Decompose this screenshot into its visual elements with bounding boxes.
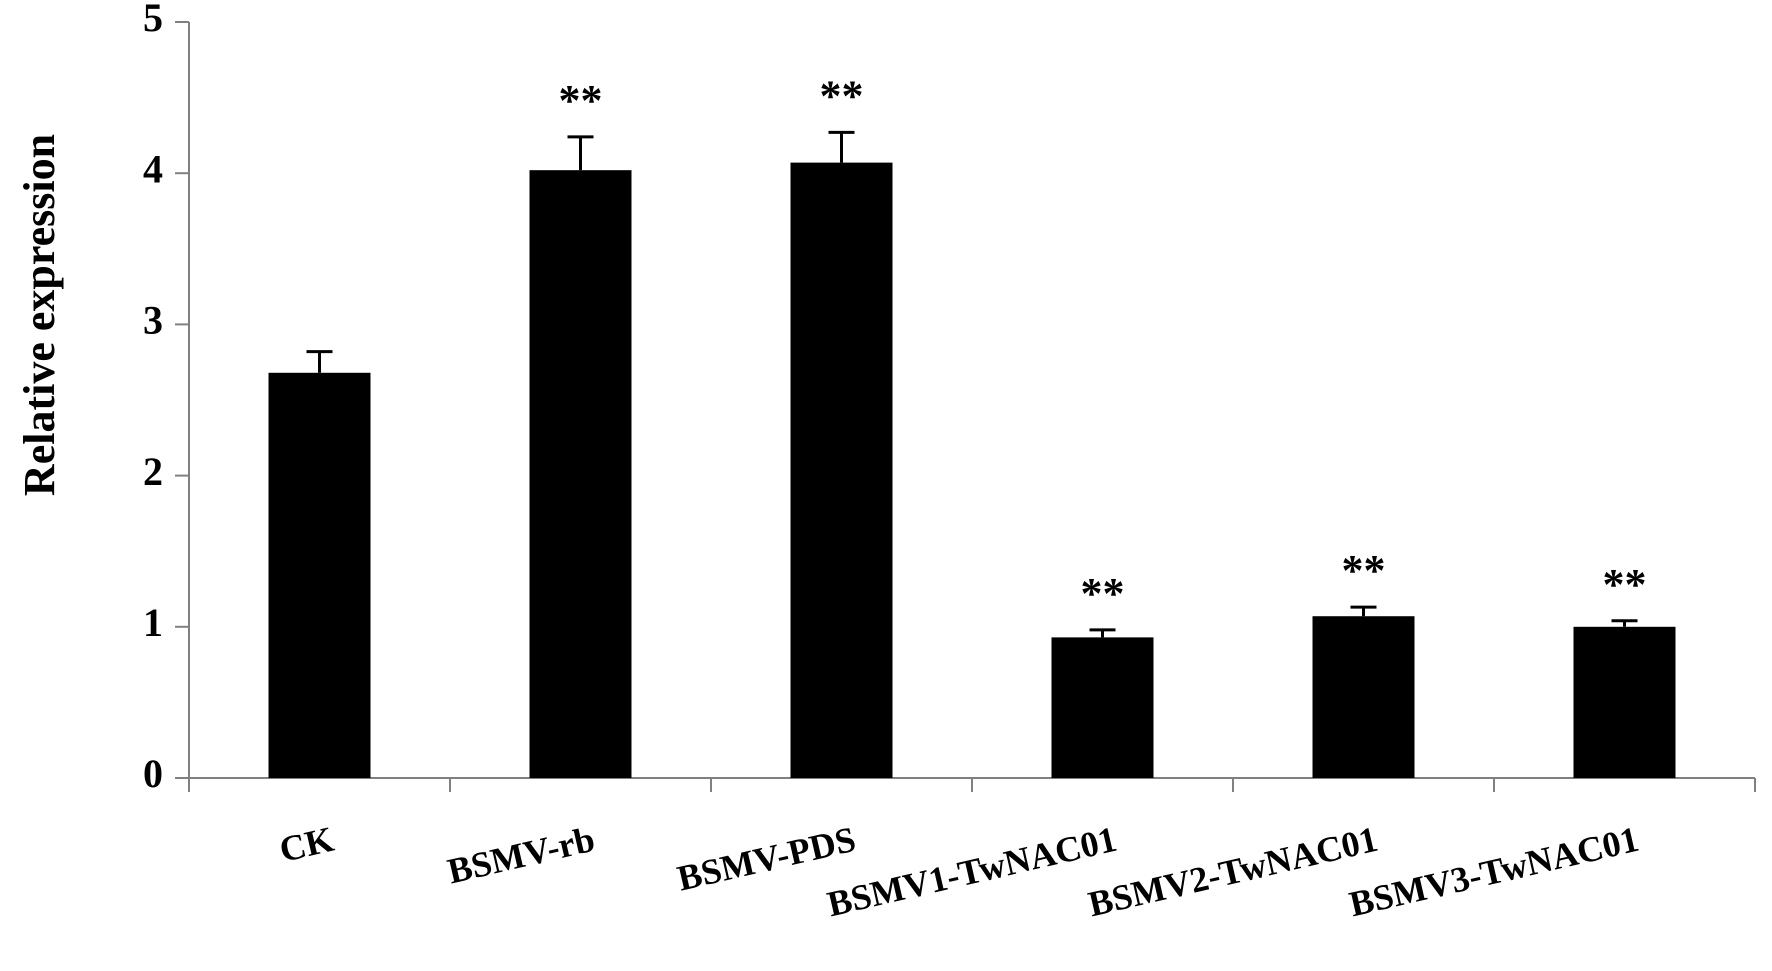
x-tick-label: BSMV2-TwNAC01 bbox=[1085, 819, 1382, 924]
y-axis-label: Relative expression bbox=[15, 134, 64, 496]
bars bbox=[268, 162, 1676, 779]
axes bbox=[188, 22, 1756, 792]
bar bbox=[1312, 616, 1415, 778]
significance-label: ** bbox=[1081, 569, 1125, 618]
x-tick-label: BSMV3-TwNAC01 bbox=[1346, 819, 1643, 924]
significance-label: ** bbox=[1603, 560, 1647, 609]
x-tick-label: BSMV1-TwNAC01 bbox=[824, 819, 1121, 924]
bar bbox=[790, 162, 893, 779]
x-tick-labels: CK BSMV-rb BSMV-PDSBSMV1-TwNAC01BSMV2-TwNA… bbox=[276, 819, 1643, 924]
y-tick-label: 4 bbox=[143, 146, 163, 191]
y-tick-label: 5 bbox=[143, 0, 163, 40]
bar bbox=[268, 372, 371, 778]
bar bbox=[1051, 637, 1154, 778]
y-tick-label: 0 bbox=[143, 751, 163, 796]
y-tick-label: 1 bbox=[143, 600, 163, 645]
significance-label: ** bbox=[559, 76, 603, 125]
significance-marks: ** ** ** ** ** bbox=[559, 71, 1647, 617]
x-tick-label: BSMV-rb bbox=[444, 819, 598, 892]
bar bbox=[529, 170, 632, 778]
error-bars bbox=[306, 130, 1638, 638]
y-tick-label: 3 bbox=[143, 298, 163, 343]
bar bbox=[1573, 626, 1676, 778]
y-ticks: 0 1 2 3 4 5 bbox=[143, 0, 189, 796]
significance-label: ** bbox=[820, 71, 864, 120]
x-tick-label: CK bbox=[276, 819, 338, 870]
significance-label: ** bbox=[1342, 546, 1386, 595]
y-tick-label: 2 bbox=[143, 449, 163, 494]
